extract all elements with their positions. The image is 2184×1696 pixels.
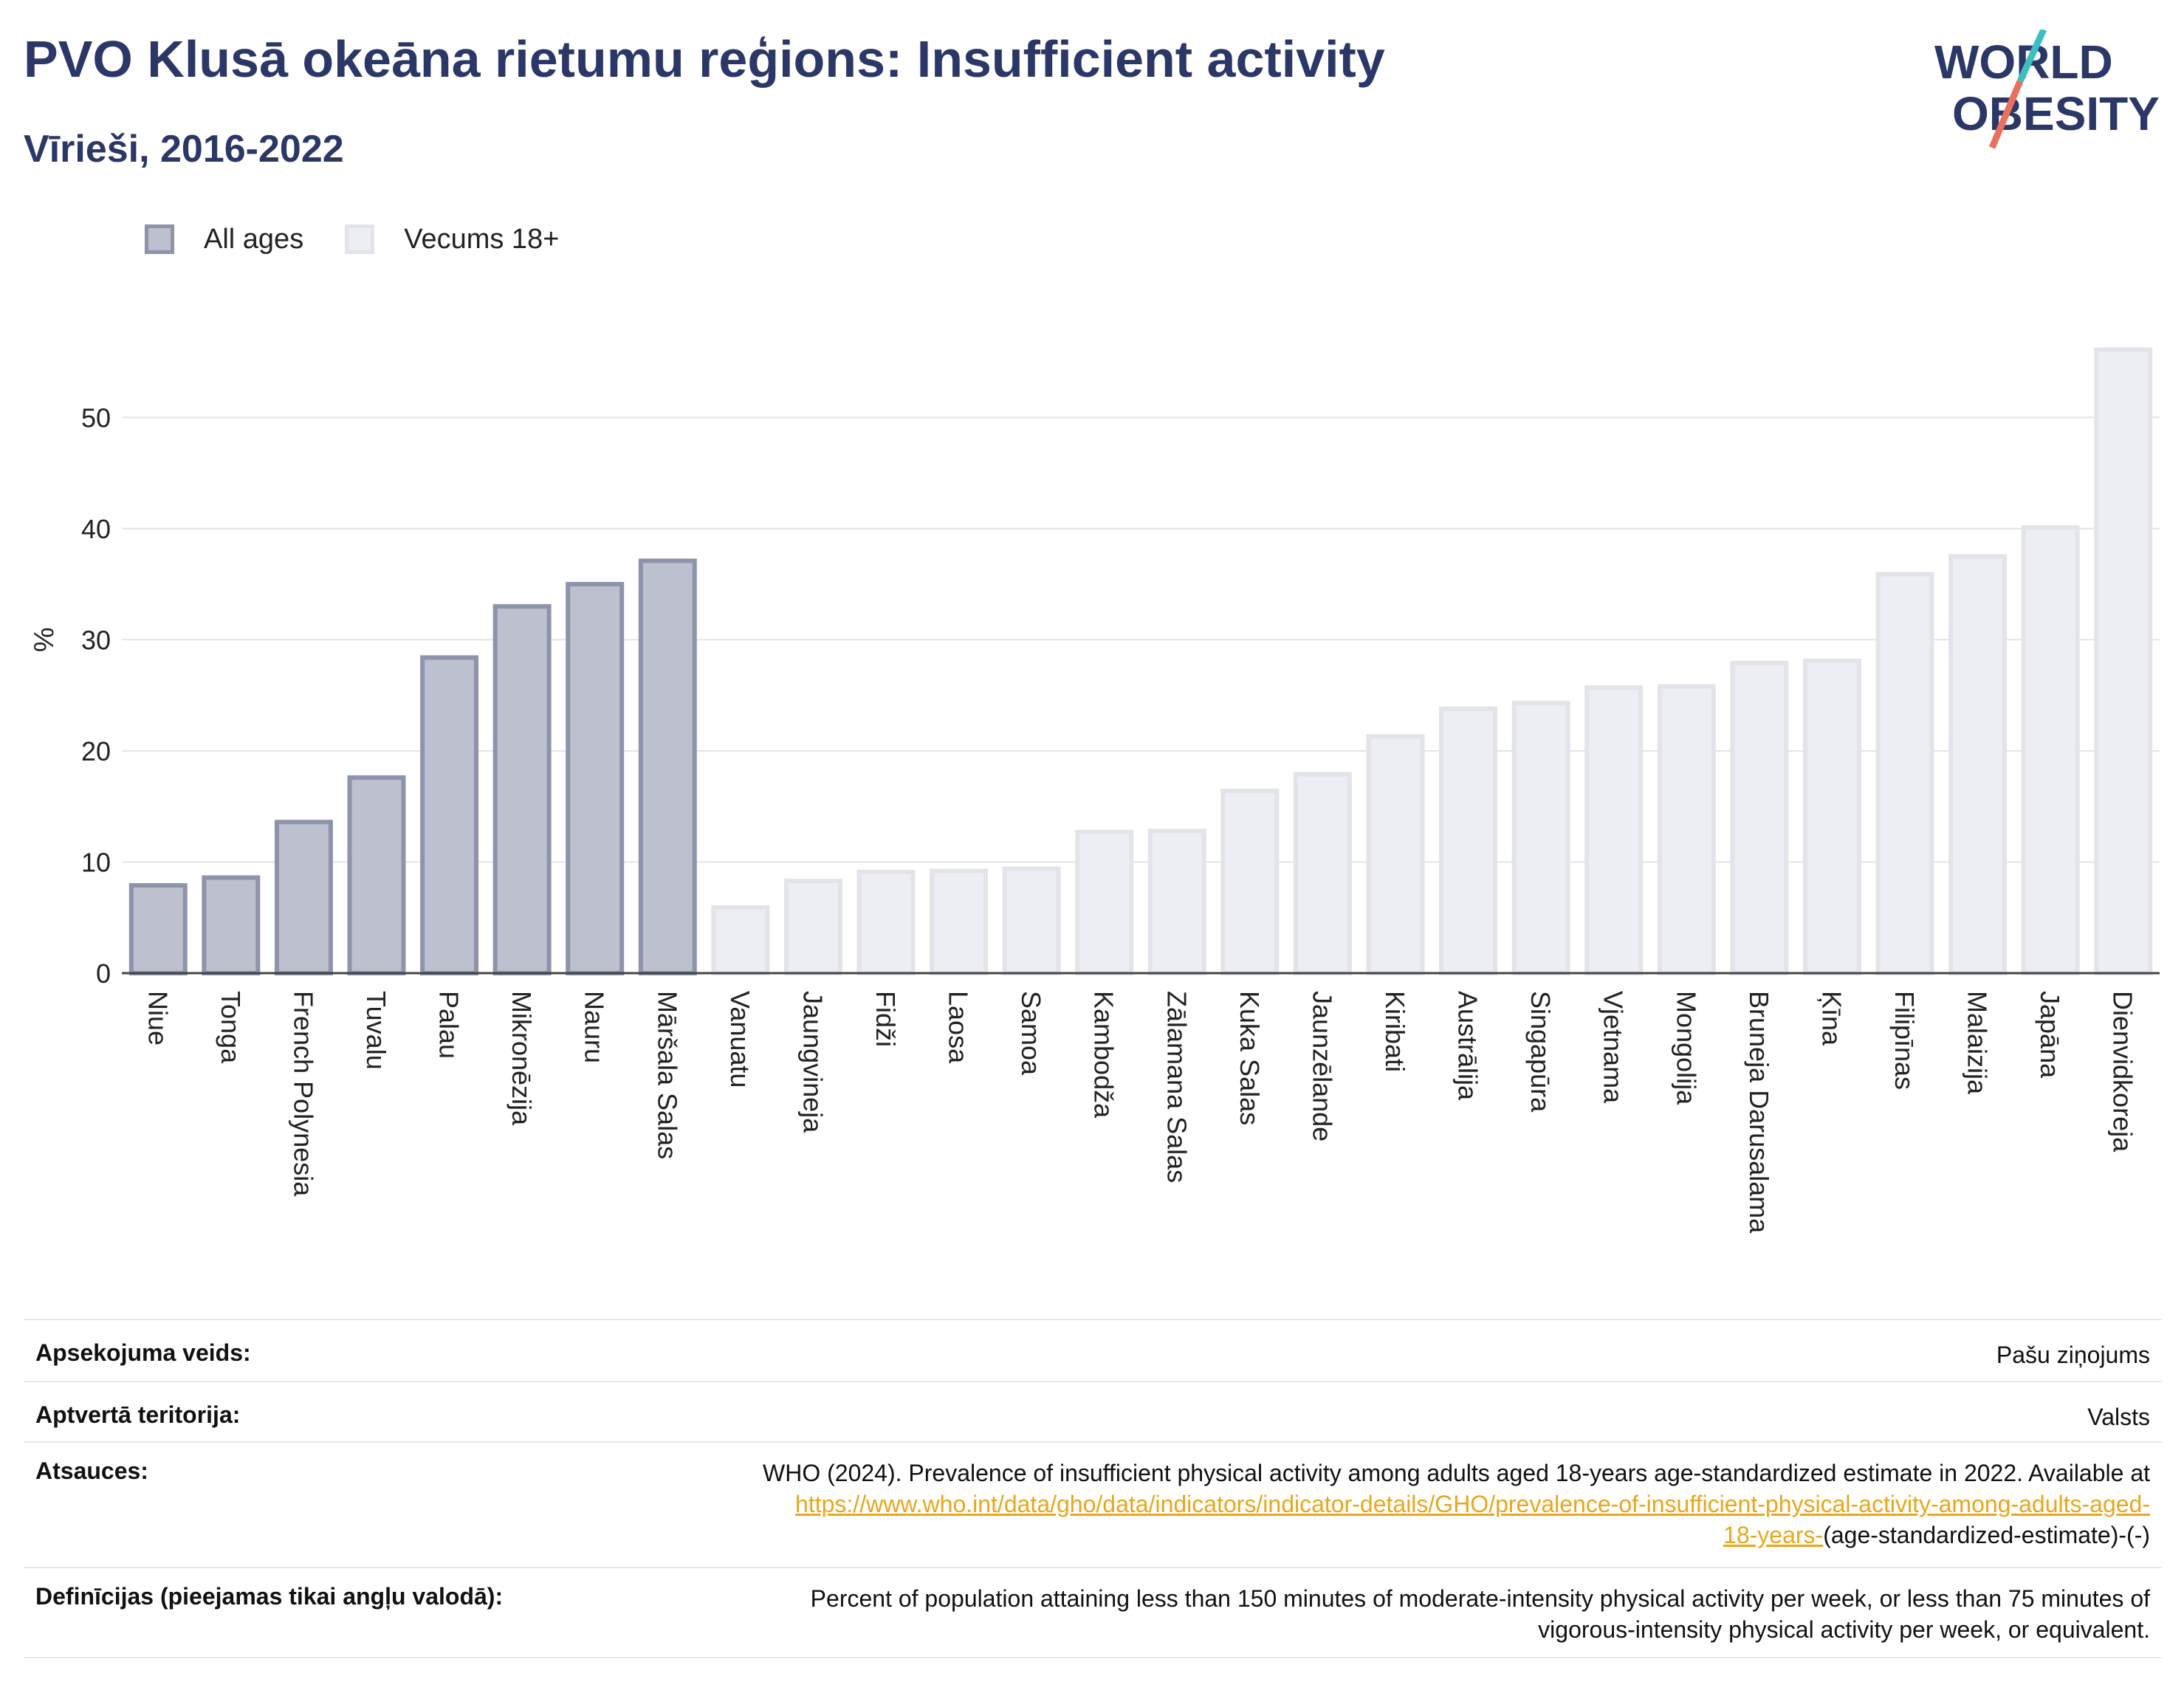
references-link-cont[interactable]: 18-years- [1723,1522,1824,1548]
x-tick-label: Tuvalu [361,991,391,1070]
definitions-line-2: vigorous-intensity physical activity per… [1538,1616,2150,1643]
bar-austrālija [1439,706,1498,975]
y-tick-label: 0 [96,958,111,989]
bar-kuka-salas [1220,789,1280,975]
x-tick-label: Bruneja Darusalama [1744,991,1774,1234]
legend-label-all-ages: All ages [204,223,304,255]
x-tick-label: Tonga [216,991,246,1064]
x-tick-label: Vjetnama [1598,991,1629,1104]
bar-jaunzēlande [1293,772,1352,976]
survey-label: Apsekojuma veids: [35,1339,251,1366]
x-tick-label: Dienvidkoreja [2108,991,2138,1153]
references-link[interactable]: https://www.who.int/data/gho/data/indica… [795,1491,2150,1517]
x-tick-label: French Polynesia [288,991,318,1197]
bar-māršala-salas [638,558,697,975]
references-label: Atsauces: [35,1458,148,1484]
x-tick-label: Japāna [2035,991,2065,1079]
x-tick-label: Palau [434,991,464,1059]
legend-label-adult: Vecums 18+ [404,223,560,255]
x-tick-label: Filipīnas [1889,991,1920,1090]
x-tick-label: Ķīna [1816,991,1847,1046]
x-tick-label: Malaizija [1962,991,1993,1095]
bar-vjetnama [1584,685,1644,975]
bar-zālamana-salas [1147,828,1206,975]
x-tick-label: Fidži [870,991,901,1047]
coverage-value: Valsts [2087,1404,2150,1430]
y-tick-label: 10 [81,847,111,877]
logo-text-obesity: OBESITY [1952,87,2160,140]
bar-singapūra [1511,701,1570,976]
definitions-label: Definīcijas (pieejamas tikai angļu valod… [35,1583,504,1610]
y-axis-label: % [29,628,60,653]
bar-tonga [202,875,261,975]
x-tick-label: Nauru [580,991,610,1063]
x-tick-label: Māršala Salas [652,991,682,1159]
x-tick-label: Vanuatu [725,991,755,1088]
survey-value: Pašu ziņojums [1996,1342,2150,1368]
bar-niue [128,883,188,976]
chart-legend: All ages Vecums 18+ [145,219,600,260]
chart-subtitle: Vīrieši, 2016-2022 [24,128,344,171]
bar-laosa [930,868,989,976]
references-tail: (age-standardized-estimate)-(-) [1823,1522,2150,1548]
x-tick-label: Mikronēzija [506,991,537,1126]
logo-slash-teal [2016,30,2047,83]
x-tick-label: Laosa [944,991,974,1064]
bar-jaungvineja [783,879,842,976]
chart-title: PVO Klusā okeāna rietumu reģions: Insuff… [24,30,1385,88]
coverage-label: Aptvertā teritorija: [35,1401,241,1428]
metadata-table: Apsekojuma veids: Pašu ziņojums Aptvertā… [24,1319,2162,1658]
legend-swatch-adult [345,224,375,254]
bar-dienvidkoreja [2094,347,2153,976]
references-text: WHO (2024). Prevalence of insufficient p… [763,1460,2150,1486]
x-tick-label: Austrālija [1453,991,1483,1101]
bar-mongolija [1657,684,1716,975]
legend-item-adult[interactable]: Vecums 18+ [345,224,559,255]
bar-vanuatu [711,905,770,975]
bar-fidži [856,870,916,975]
x-tick-label: Samoa [1016,991,1046,1076]
y-tick-label: 30 [81,625,111,655]
x-tick-label: Zālamana Salas [1161,991,1192,1183]
definitions-line-1: Percent of population attaining less tha… [810,1585,2150,1612]
x-tick-label: Jaungvineja [797,991,828,1133]
world-obesity-logo: WORLD OBESITY [1934,30,2160,149]
bar-samoa [1002,866,1061,975]
bar-malaizija [1948,554,2008,975]
info-row-coverage: Aptvertā teritorija: Valsts [24,1381,2162,1441]
bar-filipīnas [1875,571,1934,975]
y-tick-label: 40 [81,514,111,544]
x-tick-label: Jaunzēlande [1307,991,1337,1141]
info-row-references: Atsauces: WHO (2024). Prevalence of insu… [24,1441,2162,1567]
y-tick-label: 50 [81,402,111,433]
definitions-value: Percent of population attaining less tha… [811,1583,2150,1657]
logo-slash-coral [1988,80,2024,149]
bar-tuvalu [347,775,406,975]
bar-ķīna [1802,659,1861,975]
info-row-definitions: Definīcijas (pieejamas tikai angļu valod… [24,1567,2162,1658]
legend-swatch-all-ages [145,224,174,254]
bar-chart: 0 10 20 30 40 50% Niue Tonga French Polynesia Tuv… [29,347,2160,1234]
x-tick-label: Kuka Salas [1234,991,1265,1125]
bar-mikronēzija [492,604,552,975]
bar-nauru [566,582,625,975]
x-tick-label: Kiribati [1380,991,1410,1072]
bar-kambodža [1075,829,1134,976]
legend-item-all-ages[interactable]: All ages [145,224,303,255]
bar-kiribati [1366,734,1425,976]
y-tick-label: 20 [81,736,111,766]
x-tick-label: Singapūra [1525,991,1556,1113]
x-tick-label: Kambodža [1089,991,1119,1119]
bar-japāna [2021,525,2080,975]
x-tick-label: Mongolija [1671,991,1701,1105]
bar-french-polynesia [274,820,333,976]
references-value: WHO (2024). Prevalence of insufficient p… [763,1458,2150,1567]
bar-palau [420,655,479,975]
x-tick-label: Niue [142,991,173,1046]
info-row-survey: Apsekojuma veids: Pašu ziņojums [24,1319,2162,1381]
bar-bruneja-darusalama [1730,661,1789,975]
